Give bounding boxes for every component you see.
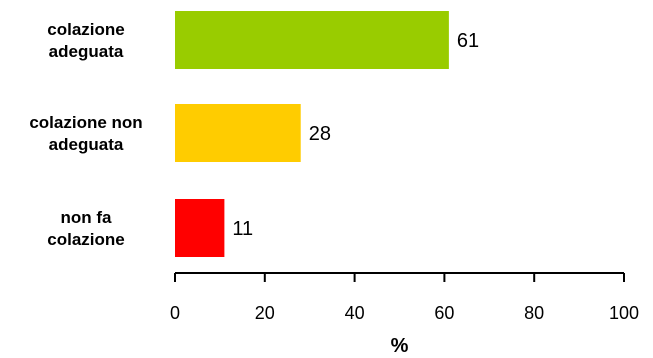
bar-value-label: 11: [232, 218, 253, 240]
category-labels: colazione adeguata colazione non adeguata no…: [29, 20, 142, 249]
x-tick-label: 20: [255, 303, 275, 323]
bar: [175, 199, 225, 257]
category-label: colazione adeguata: [47, 20, 124, 61]
value-labels: 61 28 11: [232, 30, 479, 240]
category-label: non fa colazione: [47, 208, 124, 249]
category-label: colazione non adeguata: [29, 113, 142, 154]
x-tick-label: 100: [609, 303, 639, 323]
x-tick-label: 0: [170, 303, 180, 323]
bar: [175, 104, 301, 162]
x-axis: 0 20 40 60 80 100: [170, 272, 639, 323]
x-tick-label: 40: [345, 303, 365, 323]
x-axis-title: %: [391, 335, 409, 357]
bar: [175, 11, 449, 69]
bar-value-label: 61: [457, 30, 479, 52]
bar-value-label: 28: [309, 123, 331, 145]
x-tick-label: 60: [434, 303, 454, 323]
bars-layer: [175, 11, 449, 257]
x-tick-label: 80: [524, 303, 544, 323]
